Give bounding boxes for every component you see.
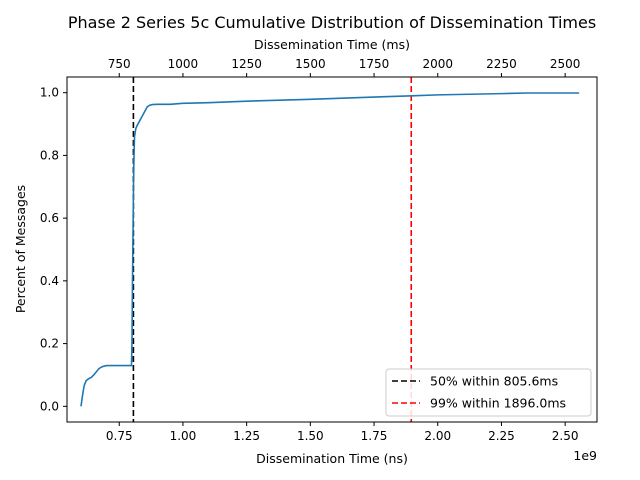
top-x-tick-label: 1750 <box>359 57 390 71</box>
y-axis-label: Percent of Messages <box>13 185 28 313</box>
x-offset-text: 1e9 <box>573 448 597 463</box>
chart-title: Phase 2 Series 5c Cumulative Distributio… <box>68 13 596 32</box>
bottom-x-axis-label: Dissemination Time (ns) <box>256 451 408 466</box>
y-tick-label: 0.8 <box>40 148 59 162</box>
y-tick-label: 0.4 <box>40 274 59 288</box>
top-x-tick-label: 750 <box>108 57 131 71</box>
cdf-series-line <box>80 92 580 407</box>
y-tick-label: 0.2 <box>40 337 59 351</box>
y-axis: 0.0 0.2 0.4 0.6 0.8 1.0 <box>40 86 67 413</box>
top-x-axis: 750 1000 1250 1500 1750 2000 2250 2500 <box>108 57 581 77</box>
x-tick-label: 1.25 <box>233 429 260 443</box>
y-tick-label: 1.0 <box>40 86 59 100</box>
x-tick-label: 2.00 <box>424 429 451 443</box>
top-x-tick-label: 2500 <box>550 57 581 71</box>
x-tick-label: 1.00 <box>170 429 197 443</box>
legend-label-50pct: 50% within 805.6ms <box>430 374 558 389</box>
x-tick-label: 2.25 <box>488 429 515 443</box>
top-x-tick-label: 1500 <box>295 57 326 71</box>
x-tick-label: 0.75 <box>106 429 133 443</box>
x-tick-label: 1.75 <box>361 429 388 443</box>
legend-label-99pct: 99% within 1896.0ms <box>430 396 566 411</box>
bottom-x-axis: 0.75 1.00 1.25 1.50 1.75 2.00 2.25 2.50 <box>106 422 579 443</box>
top-x-tick-label: 2250 <box>486 57 517 71</box>
plot-frame <box>66 76 598 423</box>
legend-box <box>385 368 592 417</box>
legend: 50% within 805.6ms 99% within 1896.0ms <box>385 368 592 417</box>
top-x-tick-label: 1250 <box>231 57 262 71</box>
x-tick-label: 2.50 <box>552 429 579 443</box>
y-tick-label: 0.0 <box>40 399 59 413</box>
top-x-axis-label: Dissemination Time (ms) <box>254 37 410 52</box>
x-tick-label: 1.50 <box>297 429 324 443</box>
plot-area <box>67 77 597 422</box>
top-x-tick-label: 1000 <box>168 57 199 71</box>
y-tick-label: 0.6 <box>40 211 59 225</box>
top-x-tick-label: 2000 <box>422 57 453 71</box>
